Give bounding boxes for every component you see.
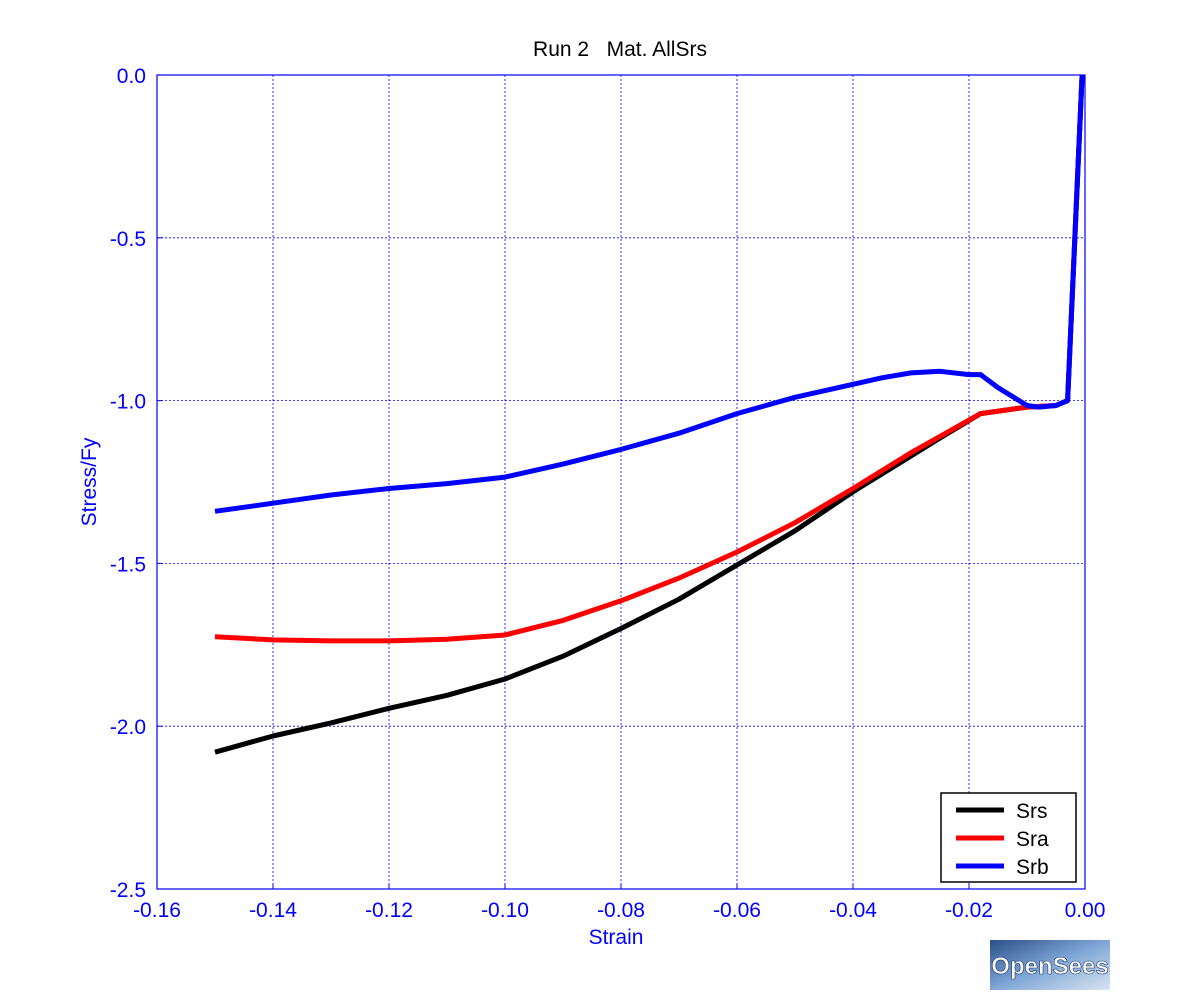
series-line-srb: [214, 74, 1085, 514]
y-tick-label: -1.0: [110, 391, 146, 414]
series-lines: [214, 74, 1085, 755]
x-tick-label: -0.16: [133, 899, 181, 922]
x-tick-label: -0.12: [365, 899, 413, 922]
grid: [156, 74, 1086, 890]
legend-label: Srs: [1016, 800, 1048, 823]
opensees-logo: OpenSees: [990, 940, 1110, 990]
chart-title: Run 2 Mat. AllSrs: [533, 38, 707, 61]
legend-label: Sra: [1016, 828, 1049, 851]
series-line-srs: [214, 74, 1085, 755]
x-tick-label: -0.04: [829, 899, 877, 922]
y-tick-label: -2.0: [110, 716, 146, 739]
plot-frame: [156, 74, 1086, 890]
x-axis-ticks: -0.16 -0.14 -0.12 -0.10 -0.08 -0.06 -0.04 -0.02…: [133, 883, 1105, 922]
y-tick-label: -0.5: [110, 228, 146, 251]
series-line-sra: [214, 74, 1085, 644]
y-tick-label: -2.5: [110, 879, 146, 902]
legend: Srs Sra Srb: [940, 792, 1077, 883]
legend-label: Srb: [1016, 856, 1049, 879]
x-tick-label: -0.06: [713, 899, 761, 922]
x-tick-label: -0.10: [481, 899, 529, 922]
x-tick-label: -0.02: [945, 899, 993, 922]
x-tick-label: 0.00: [1065, 899, 1106, 922]
logo-text: OpenSees: [991, 953, 1108, 980]
y-axis-ticks: 0.0 -0.5 -1.0 -1.5 -2.0 -2.5: [110, 65, 163, 902]
y-tick-label: 0.0: [117, 65, 146, 88]
x-tick-label: -0.08: [597, 899, 645, 922]
x-tick-label: -0.14: [249, 899, 297, 922]
y-tick-label: -1.5: [110, 553, 146, 576]
y-axis-label: Stress/Fy: [78, 437, 101, 526]
x-axis-label: Strain: [589, 926, 644, 949]
logo-background: [990, 940, 1110, 990]
